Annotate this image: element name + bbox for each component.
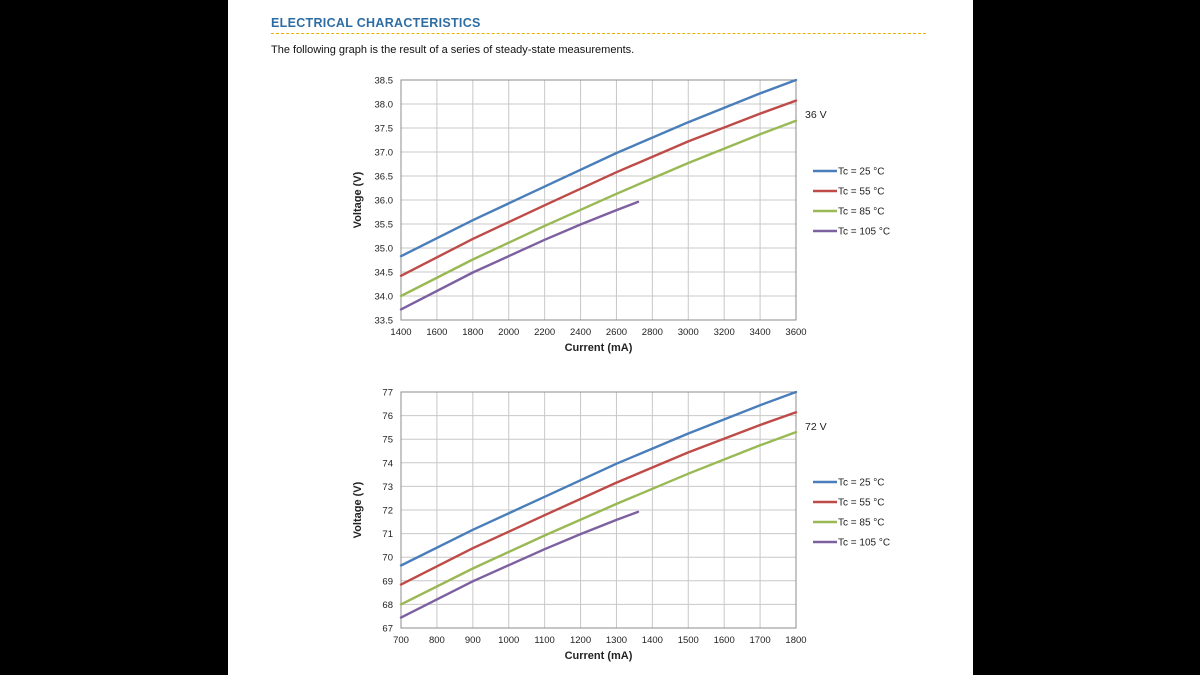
- x-axis-title: Current (mA): [565, 650, 633, 662]
- y-tick-label: 71: [382, 529, 393, 540]
- legend-label: Tc = 85 °C: [838, 518, 885, 529]
- y-tick-label: 34.0: [375, 292, 394, 303]
- chart-72v: 700 800 900 1000 1100 1200 1300 1400 1500 1600 170…: [352, 388, 890, 663]
- x-tick-label: 1800: [462, 327, 483, 338]
- chart-36v: 1400 1600 1800 2000 2200 2400 2600 2800 3000 3200…: [352, 76, 890, 355]
- intro-text: The following graph is the result of a s…: [271, 44, 635, 56]
- voltage-annotation: 36 V: [805, 109, 827, 121]
- series-line-36v-1: [399, 99, 798, 277]
- x-tick-label: 1400: [390, 327, 411, 338]
- x-tick-label: 2200: [534, 327, 555, 338]
- y-tick-label: 72: [382, 506, 393, 517]
- x-axis-title: Current (mA): [565, 342, 633, 354]
- x-tick-label: 3000: [678, 327, 699, 338]
- legend-label: Tc = 25 °C: [838, 478, 885, 489]
- y-tick-label: 70: [382, 553, 393, 564]
- y-tick-label: 33.5: [375, 316, 394, 327]
- x-tick-label: 1600: [426, 327, 447, 338]
- x-tick-label: 1500: [678, 635, 699, 646]
- legend-label: Tc = 85 °C: [838, 207, 885, 218]
- x-tick-label: 3200: [714, 327, 735, 338]
- x-tick-label: 700: [393, 635, 409, 646]
- x-tick-label: 1600: [714, 635, 735, 646]
- x-tick-label: 1700: [750, 635, 771, 646]
- document-page: ELECTRICAL CHARACTERISTICS The following…: [228, 0, 973, 675]
- series-line-72v-1: [399, 411, 798, 586]
- x-tick-label: 2600: [606, 327, 627, 338]
- voltage-annotation: 72 V: [805, 421, 827, 433]
- y-tick-label: 67: [382, 624, 393, 635]
- y-tick-label: 37.5: [375, 124, 394, 135]
- x-tick-label: 1200: [570, 635, 591, 646]
- x-tick-label: 1300: [606, 635, 627, 646]
- x-tick-label: 900: [465, 635, 481, 646]
- right-dark-margin: [973, 0, 1200, 675]
- legend-label: Tc = 105 °C: [838, 538, 890, 549]
- y-tick-label: 74: [382, 458, 393, 469]
- left-dark-margin: [0, 0, 228, 675]
- y-tick-label: 35.5: [375, 220, 394, 231]
- series-line-72v-2: [399, 430, 798, 606]
- y-tick-label: 36.5: [375, 172, 394, 183]
- y-tick-label: 37.0: [375, 148, 394, 159]
- x-tick-label: 2400: [570, 327, 591, 338]
- x-tick-label: 1000: [498, 635, 519, 646]
- section-title: ELECTRICAL CHARACTERISTICS: [271, 16, 481, 30]
- y-axis-title: Voltage (V): [352, 481, 364, 538]
- y-tick-label: 68: [382, 600, 393, 611]
- x-tick-label: 800: [429, 635, 445, 646]
- x-tick-label: 1800: [785, 635, 806, 646]
- series-line-36v-0: [399, 78, 798, 258]
- series-line-36v-2: [399, 119, 798, 298]
- y-tick-label: 77: [382, 388, 393, 399]
- y-tick-label: 38.5: [375, 76, 394, 87]
- y-tick-label: 73: [382, 482, 393, 493]
- y-tick-label: 34.5: [375, 268, 394, 279]
- legend-label: Tc = 25 °C: [838, 167, 885, 178]
- series-line-72v-0: [399, 390, 798, 567]
- y-tick-label: 38.0: [375, 100, 394, 111]
- legend-label: Tc = 105 °C: [838, 227, 890, 238]
- y-axis-title: Voltage (V): [352, 171, 364, 228]
- x-tick-label: 3400: [750, 327, 771, 338]
- y-tick-label: 35.0: [375, 244, 394, 255]
- y-tick-label: 75: [382, 435, 393, 446]
- x-tick-label: 1100: [534, 635, 554, 646]
- y-tick-label: 36.0: [375, 196, 394, 207]
- section-divider: [271, 33, 926, 34]
- x-tick-label: 3600: [785, 327, 806, 338]
- x-tick-label: 1400: [642, 635, 663, 646]
- y-tick-label: 76: [382, 411, 393, 422]
- legend-label: Tc = 55 °C: [838, 187, 885, 198]
- plot-frame-36v: [400, 79, 797, 321]
- plot-frame-72v: [400, 391, 797, 629]
- legend-label: Tc = 55 °C: [838, 498, 885, 509]
- y-tick-label: 69: [382, 576, 393, 587]
- x-tick-label: 2800: [642, 327, 663, 338]
- series-line-72v-3: [399, 510, 640, 619]
- x-tick-label: 2000: [498, 327, 519, 338]
- series-line-36v-3: [399, 200, 640, 311]
